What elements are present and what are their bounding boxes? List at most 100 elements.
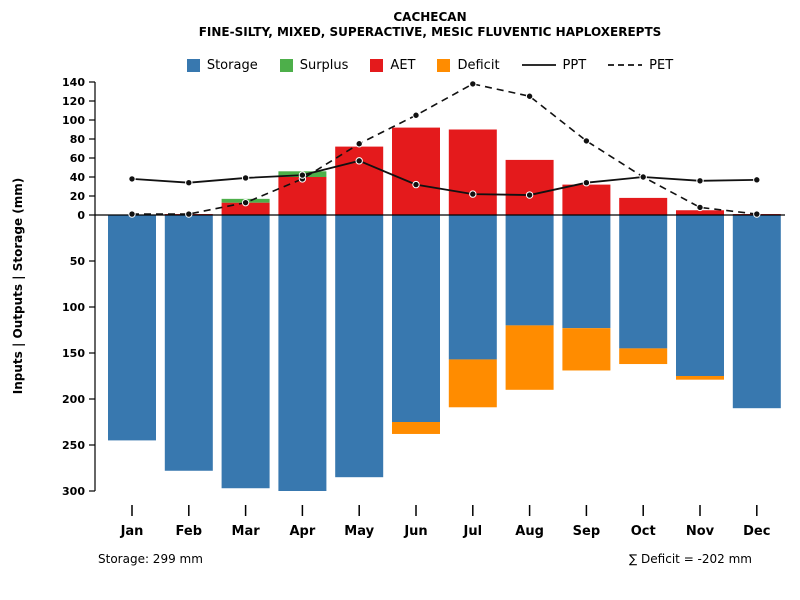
deficit-sum-note: ∑ Deficit = -202 mm: [629, 552, 752, 566]
chart-footer: Storage: 299 mm ∑ Deficit = -202 mm: [0, 548, 800, 566]
surplus-swatch-icon: [279, 58, 293, 72]
ppt-marker: [525, 191, 534, 199]
y-tick-label: 60: [70, 152, 86, 165]
aet-bar: [335, 146, 384, 215]
legend-label: Deficit: [457, 57, 500, 73]
x-tick-label: Aug: [515, 524, 544, 539]
y-tick-label: 300: [62, 485, 85, 498]
legend-item-storage: Storage: [186, 58, 258, 73]
legend-label: Surplus: [299, 57, 349, 73]
storage-bar: [619, 215, 668, 349]
pet-marker: [696, 203, 704, 212]
storage-bar: [278, 215, 327, 491]
pet-marker: [128, 210, 136, 218]
ppt-marker: [639, 173, 647, 181]
y-tick-label: 100: [62, 114, 85, 127]
storage-bar: [392, 215, 440, 422]
y-tick-label: 150: [62, 347, 85, 360]
chart-subtitle: FINE-SILTY, MIXED, SUPERACTIVE, MESIC FL…: [198, 25, 662, 39]
ppt-line: [131, 159, 757, 196]
aet-bar: [562, 184, 611, 215]
deficit-bar: [562, 328, 611, 371]
x-tick-label: May: [344, 524, 374, 539]
deficit-bar: [505, 325, 554, 390]
pet-marker: [753, 210, 761, 218]
ppt-marker: [355, 157, 363, 165]
pet-marker: [355, 140, 363, 148]
chart-title: CACHECAN: [393, 10, 467, 24]
aet-bar: [448, 129, 497, 215]
ppt-marker: [298, 171, 307, 179]
chart-header: CACHECAN FINE-SILTY, MIXED, SUPERACTIVE,…: [0, 0, 800, 40]
deficit-bar: [392, 422, 440, 434]
y-axis-title: Inputs | Outputs | Storage (mm): [11, 178, 25, 395]
pet-marker: [525, 92, 534, 100]
legend-item-pet: PET: [608, 58, 673, 73]
y-tick-label: 200: [62, 393, 85, 406]
ppt-marker: [241, 174, 250, 182]
storage-bar: [108, 215, 156, 441]
storage-bar: [732, 215, 781, 409]
y-tick-label: 100: [62, 301, 85, 314]
x-tick-label: Oct: [631, 524, 656, 539]
ppt-line-sample-icon: [521, 64, 556, 66]
pet-marker: [241, 198, 250, 207]
x-tick-label: Jan: [120, 524, 144, 539]
x-tick-label: Nov: [686, 524, 715, 539]
storage-swatch-icon: [186, 58, 200, 72]
x-tick-label: Jun: [403, 524, 427, 539]
y-tick-label: 250: [62, 439, 85, 452]
storage-note: Storage: 299 mm: [98, 552, 203, 566]
aet-bar: [392, 127, 440, 215]
x-tick-label: Apr: [290, 524, 316, 539]
legend-item-aet: AET: [370, 58, 415, 73]
ppt-marker: [128, 175, 136, 183]
legend-item-deficit: Deficit: [437, 57, 500, 73]
y-tick-label: 40: [70, 171, 86, 184]
legend-item-ppt: PPT: [521, 57, 587, 73]
x-tick-label: Dec: [743, 524, 770, 539]
chart-legend: Storage Surplus AET Deficit PPT PET: [0, 56, 800, 74]
ppt-marker: [696, 177, 704, 185]
storage-bar: [448, 215, 497, 360]
y-tick-label: 120: [62, 95, 85, 108]
aet-swatch-icon: [370, 58, 384, 72]
pet-line: [132, 83, 757, 215]
ppt-marker: [469, 190, 477, 198]
x-tick-label: Jul: [463, 524, 483, 539]
ppt-marker: [412, 180, 420, 189]
ppt-marker: [753, 176, 761, 184]
y-tick-label: 80: [70, 133, 86, 146]
x-tick-label: Mar: [232, 524, 261, 539]
aet-bar: [676, 210, 724, 215]
pet-marker: [582, 137, 591, 145]
water-balance-chart: 0 20 40 60 80 100 120 140 50 100 150 200 250 300 Input…: [11, 76, 785, 539]
storage-bar: [335, 215, 384, 478]
y-tick-label: 20: [70, 190, 86, 203]
pet-line-sample-icon: [608, 64, 643, 66]
y-tick-label: 50: [70, 255, 86, 268]
legend-item-surplus: Surplus: [279, 57, 349, 73]
pet-marker: [469, 80, 477, 88]
legend-label: AET: [390, 57, 416, 73]
y-tick-label: 0: [77, 209, 85, 222]
pet-marker: [412, 111, 420, 119]
deficit-swatch-icon: [437, 58, 451, 72]
pet-marker: [185, 210, 193, 218]
aet-bar: [505, 159, 554, 215]
deficit-bar: [448, 359, 497, 408]
legend-label: PPT: [562, 57, 587, 73]
aet-bar: [619, 197, 668, 215]
storage-bar: [221, 215, 270, 489]
storage-bar: [562, 215, 611, 329]
aet-bar: [278, 177, 327, 215]
storage-bar: [676, 215, 724, 376]
deficit-bar: [619, 348, 668, 365]
ppt-marker: [185, 179, 193, 187]
storage-bar: [164, 215, 213, 471]
x-tick-label: Feb: [176, 524, 202, 539]
storage-bar: [505, 215, 554, 326]
legend-label: PET: [649, 57, 674, 73]
y-tick-label: 140: [62, 76, 85, 89]
